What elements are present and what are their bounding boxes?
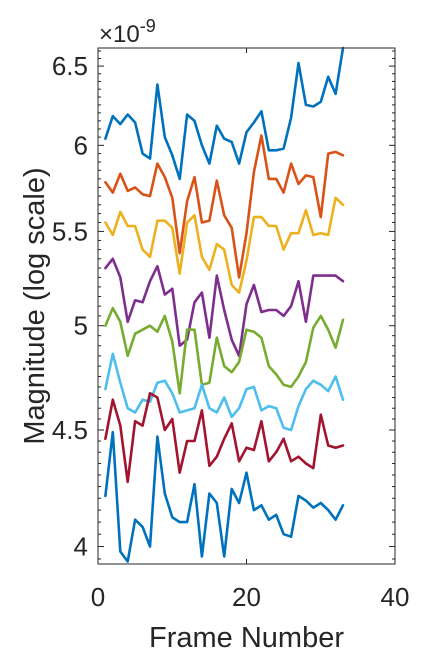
series-line-6 — [104, 352, 345, 432]
y-axis-label: Magnitude (log scale) — [19, 167, 51, 444]
y-tick-label: 4.5 — [52, 415, 88, 445]
series-line-4 — [104, 257, 345, 358]
series-line-7 — [104, 391, 345, 484]
y-tick-label: 4 — [74, 532, 88, 562]
series-line-2 — [104, 134, 345, 279]
y-tick-label: 5.5 — [52, 216, 88, 246]
x-axis-label: Frame Number — [149, 622, 344, 654]
x-tick-label: 0 — [91, 582, 105, 612]
series-line-5 — [104, 306, 345, 395]
x-tick-label: 40 — [381, 582, 410, 612]
tick-labels: 0 20 40 4 4.5 5 5.5 6 6.5 — [52, 51, 410, 612]
y-axis-multiplier-exponent: -9 — [140, 16, 156, 36]
series-layer — [104, 46, 345, 563]
x-tick-label: 20 — [232, 582, 261, 612]
y-tick-label: 5 — [74, 311, 88, 341]
series-line-3 — [104, 196, 345, 294]
y-axis-multiplier: ×10-9 — [99, 16, 156, 48]
y-axis-multiplier-base: ×10 — [99, 21, 140, 48]
series-line-8 — [104, 430, 345, 563]
y-tick-label: 6.5 — [52, 51, 88, 81]
series-line-1 — [104, 46, 345, 181]
y-tick-label: 6 — [74, 130, 88, 160]
axes — [97, 47, 396, 565]
